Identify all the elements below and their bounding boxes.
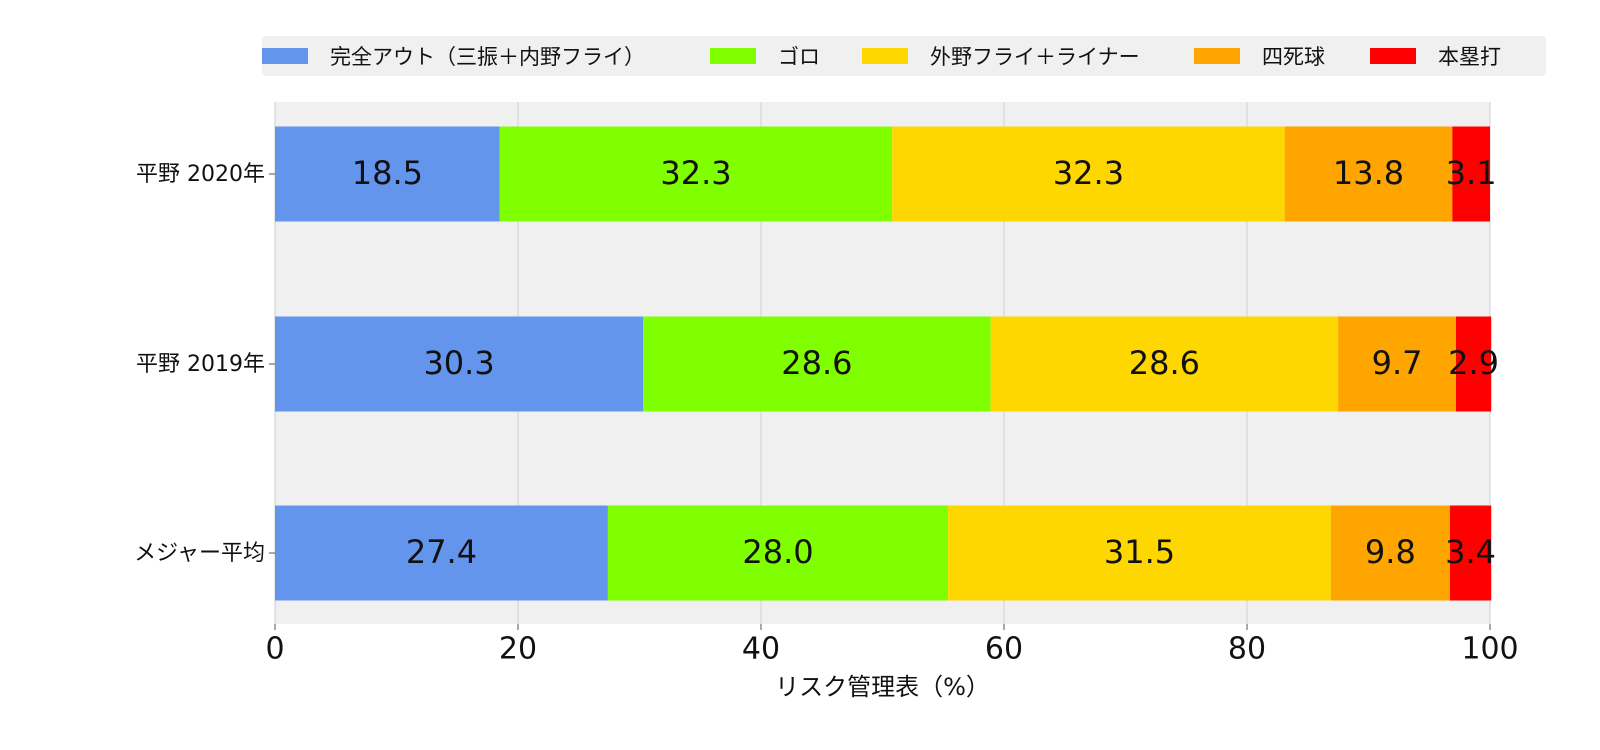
data-label: 27.4 xyxy=(406,533,477,571)
data-label: 2.9 xyxy=(1448,344,1499,382)
data-label: 3.1 xyxy=(1446,154,1497,192)
legend-item: 外野フライ＋ライナー xyxy=(862,36,1140,76)
data-label: 3.4 xyxy=(1445,533,1496,571)
data-label: 13.8 xyxy=(1333,154,1404,192)
legend-label: ゴロ xyxy=(778,45,820,69)
x-tick-label: 40 xyxy=(742,632,780,667)
legend-swatch xyxy=(1370,48,1416,64)
bar-segment xyxy=(275,505,608,601)
x-tick-label: 20 xyxy=(499,632,537,667)
x-tick-label: 0 xyxy=(265,632,284,667)
bar-segment xyxy=(1284,126,1453,222)
data-label: 28.6 xyxy=(781,344,852,382)
data-label: 31.5 xyxy=(1104,533,1175,571)
data-label: 9.8 xyxy=(1365,533,1416,571)
y-tick-label: 平野 2019年 xyxy=(136,352,265,377)
y-tick-label: メジャー平均 xyxy=(134,541,265,566)
bar-segment xyxy=(275,316,644,412)
data-label: 28.6 xyxy=(1129,344,1200,382)
legend-label: 完全アウト（三振＋内野フライ） xyxy=(330,45,645,69)
legend-item: ゴロ xyxy=(710,36,820,76)
legend-item: 本塁打 xyxy=(1370,36,1501,76)
legend-label: 四死球 xyxy=(1262,45,1325,69)
legend-swatch xyxy=(262,48,308,64)
data-label: 32.3 xyxy=(1053,154,1124,192)
bar-segment xyxy=(948,505,1331,601)
x-axis-label: リスク管理表（%） xyxy=(775,673,990,701)
bar-segment xyxy=(1452,126,1490,222)
legend-swatch xyxy=(1194,48,1240,64)
legend-swatch xyxy=(862,48,908,64)
bar-segment xyxy=(499,126,893,222)
x-tick-label: 100 xyxy=(1461,632,1518,667)
x-tick-label: 60 xyxy=(985,632,1023,667)
bar-segment xyxy=(1338,316,1456,412)
legend-item: 完全アウト（三振＋内野フライ） xyxy=(262,36,645,76)
bar-segment xyxy=(607,505,949,601)
data-label: 9.7 xyxy=(1372,344,1423,382)
data-label: 32.3 xyxy=(660,154,731,192)
legend-swatch xyxy=(710,48,756,64)
bar-segment xyxy=(1455,316,1492,412)
legend-label: 本塁打 xyxy=(1438,45,1501,69)
legend: 完全アウト（三振＋内野フライ） ゴロ 外野フライ＋ライナー 四死球 本塁打 xyxy=(262,36,1546,76)
bar-segment xyxy=(1449,505,1492,601)
legend-item: 四死球 xyxy=(1194,36,1325,76)
data-label: 18.5 xyxy=(352,154,423,192)
legend-label: 外野フライ＋ライナー xyxy=(930,45,1140,69)
bar-segment xyxy=(643,316,991,412)
y-tick-label: 平野 2020年 xyxy=(136,162,265,187)
x-tick-label: 80 xyxy=(1228,632,1266,667)
bar-segment xyxy=(275,126,500,222)
data-label: 30.3 xyxy=(423,344,494,382)
bar-segment xyxy=(1330,505,1450,601)
bar-segment xyxy=(892,126,1285,222)
data-label: 28.0 xyxy=(742,533,813,571)
bar-segment xyxy=(990,316,1339,412)
